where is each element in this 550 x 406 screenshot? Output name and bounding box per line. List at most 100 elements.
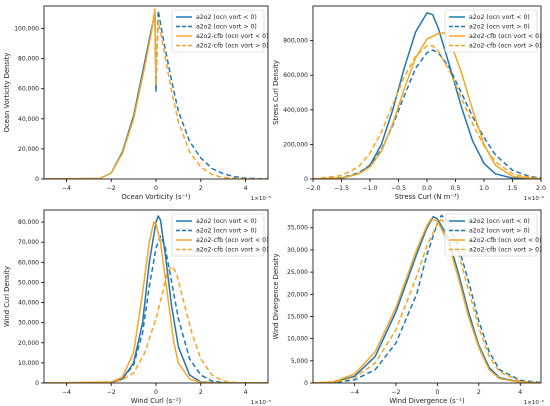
x-tick-label: 4 — [518, 389, 522, 396]
y-axis-label: Stress Curl Density — [272, 60, 280, 125]
series-line-2 — [44, 235, 268, 383]
x-tick-label: 0 — [154, 389, 158, 396]
series-line-1 — [313, 215, 541, 383]
y-tick-label: 80,000 — [18, 56, 39, 63]
y-tick-label: 60,000 — [18, 259, 39, 266]
x-offset-label: 1×10⁻⁶ — [524, 195, 545, 202]
legend: a2o2 (ocn vort < 0) a2o2 (ocn vort > 0) a2… — [444, 213, 542, 257]
x-tick-label: 1.0 — [479, 185, 489, 192]
y-tick-label: 800,000 — [283, 38, 308, 45]
legend-label: a2o2 (ocn vort > 0) — [196, 24, 257, 31]
legend-label: a2o2-cfb (ocn vort < 0) — [196, 33, 269, 40]
y-tick-label: 80,000 — [18, 219, 39, 226]
legend-box — [444, 9, 538, 53]
y-tick-label: 10,000 — [287, 336, 308, 343]
y-tick-label: 60,000 — [18, 86, 39, 93]
series-line-3 — [313, 218, 541, 383]
legend-label: a2o2-cfb (ocn vort > 0) — [469, 43, 542, 50]
series-line-2 — [155, 9, 268, 179]
x-offset-label: 1×10⁻⁵ — [251, 399, 271, 406]
legend-box — [444, 213, 538, 257]
x-tick-label: −2 — [107, 185, 116, 192]
legend-box — [171, 213, 265, 257]
x-tick-label: 2 — [199, 389, 203, 396]
x-tick-label: −1.5 — [334, 185, 349, 192]
y-tick-label: 0 — [304, 176, 308, 183]
y-tick-label: 20,000 — [287, 291, 308, 298]
legend-label: a2o2-cfb (ocn vort < 0) — [469, 33, 542, 40]
x-tick-label: 4 — [244, 389, 248, 396]
x-tick-label: 0.5 — [451, 185, 461, 192]
series-lines — [313, 214, 541, 383]
y-tick-label: 400,000 — [283, 107, 308, 114]
series-line-2 — [313, 49, 541, 179]
legend: a2o2 (ocn vort < 0) a2o2 (ocn vort > 0) a2… — [444, 9, 542, 53]
y-tick-label: 5,000 — [291, 358, 308, 365]
legend-box — [171, 9, 265, 53]
series-line-3 — [44, 8, 157, 179]
legend-label: a2o2-cfb (ocn vort > 0) — [196, 43, 269, 50]
y-tick-label: 100,000 — [14, 26, 39, 33]
y-tick-label: 15,000 — [287, 313, 308, 320]
x-tick-label: −1.0 — [362, 185, 377, 192]
y-tick-label: 25,000 — [287, 269, 308, 276]
legend-label: a2o2 (ocn vort < 0) — [196, 14, 257, 21]
x-tick-label: 0 — [154, 185, 158, 192]
x-tick-label: 1.5 — [508, 185, 518, 192]
y-tick-label: 70,000 — [18, 239, 39, 246]
y-tick-label: 20,000 — [18, 146, 39, 153]
x-axis-label: Stress Curl (N m⁻³) — [395, 193, 460, 201]
chart-panel-3: −4 −2 0 2 4 0 10,000 20,000 30,000 40,000 50,000 60… — [3, 209, 271, 406]
y-axis-label: Ocean Vorticity Density — [3, 53, 11, 133]
y-tick-label: 10,000 — [18, 360, 39, 367]
x-tick-label: 0.0 — [422, 185, 432, 192]
series-lines — [44, 8, 268, 179]
y-tick-label: 0 — [35, 176, 39, 183]
y-axis-label: Wind Divergence Density — [272, 254, 280, 340]
y-axis-label: Wind Curl Density — [3, 266, 11, 327]
series-lines — [44, 215, 268, 383]
y-tick-label: 600,000 — [283, 72, 308, 79]
chart-panel-4: −4 −2 0 2 4 0 5,000 10,000 15,000 20,000 25,000 30,… — [272, 209, 544, 406]
series-lines — [313, 12, 541, 179]
legend-label: a2o2 (ocn vort < 0) — [469, 14, 530, 21]
y-tick-label: 50,000 — [18, 279, 39, 286]
y-tick-label: 30,000 — [18, 320, 39, 327]
chart-panel-1: −4 −2 0 2 4 0 20,000 40,000 60,000 80,000 100,000 O… — [3, 5, 271, 202]
legend-label: a2o2-cfb (ocn vort > 0) — [469, 247, 542, 254]
x-tick-label: 2 — [477, 389, 481, 396]
x-tick-label: 4 — [244, 185, 248, 192]
legend: a2o2 (ocn vort < 0) a2o2 (ocn vort > 0) a2… — [171, 9, 269, 53]
y-tick-label: 40,000 — [18, 300, 39, 307]
series-line-4 — [155, 20, 268, 179]
x-tick-label: −2 — [391, 389, 400, 396]
x-offset-label: 1×10⁻⁵ — [524, 399, 544, 406]
x-offset-label: 1×10⁻⁵ — [251, 195, 271, 202]
series-line-1 — [44, 12, 157, 179]
legend-label: a2o2-cfb (ocn vort < 0) — [469, 237, 542, 244]
legend-label: a2o2 (ocn vort > 0) — [196, 228, 257, 235]
x-tick-label: 2 — [199, 185, 203, 192]
x-tick-label: −4 — [62, 389, 71, 396]
legend: a2o2 (ocn vort < 0) a2o2 (ocn vort > 0) a2… — [171, 213, 269, 257]
x-tick-label: 2.0 — [536, 185, 546, 192]
series-line-2 — [313, 214, 541, 383]
series-line-4 — [313, 45, 541, 179]
x-tick-label: −0.5 — [391, 185, 406, 192]
x-axis-label: Wind Curl (s⁻¹) — [131, 397, 182, 405]
y-tick-label: 40,000 — [18, 116, 39, 123]
legend-label: a2o2-cfb (ocn vort > 0) — [196, 247, 269, 254]
y-tick-label: 0 — [304, 380, 308, 387]
legend-label: a2o2 (ocn vort < 0) — [196, 218, 257, 225]
plot-frame — [312, 209, 542, 384]
series-line-3 — [313, 32, 541, 179]
x-axis-label: Ocean Vorticity (s⁻¹) — [121, 193, 191, 201]
y-tick-label: 0 — [35, 380, 39, 387]
legend-label: a2o2 (ocn vort < 0) — [469, 218, 530, 225]
legend-label: a2o2 (ocn vort > 0) — [469, 24, 530, 31]
x-tick-label: −2 — [107, 389, 116, 396]
series-line-3 — [44, 221, 268, 383]
series-line-4 — [313, 219, 541, 383]
chart-panel-2: −2.0 −1.5 −1.0 −0.5 0.0 0.5 1.0 1.5 2.0 0 200,000 4… — [272, 5, 546, 202]
